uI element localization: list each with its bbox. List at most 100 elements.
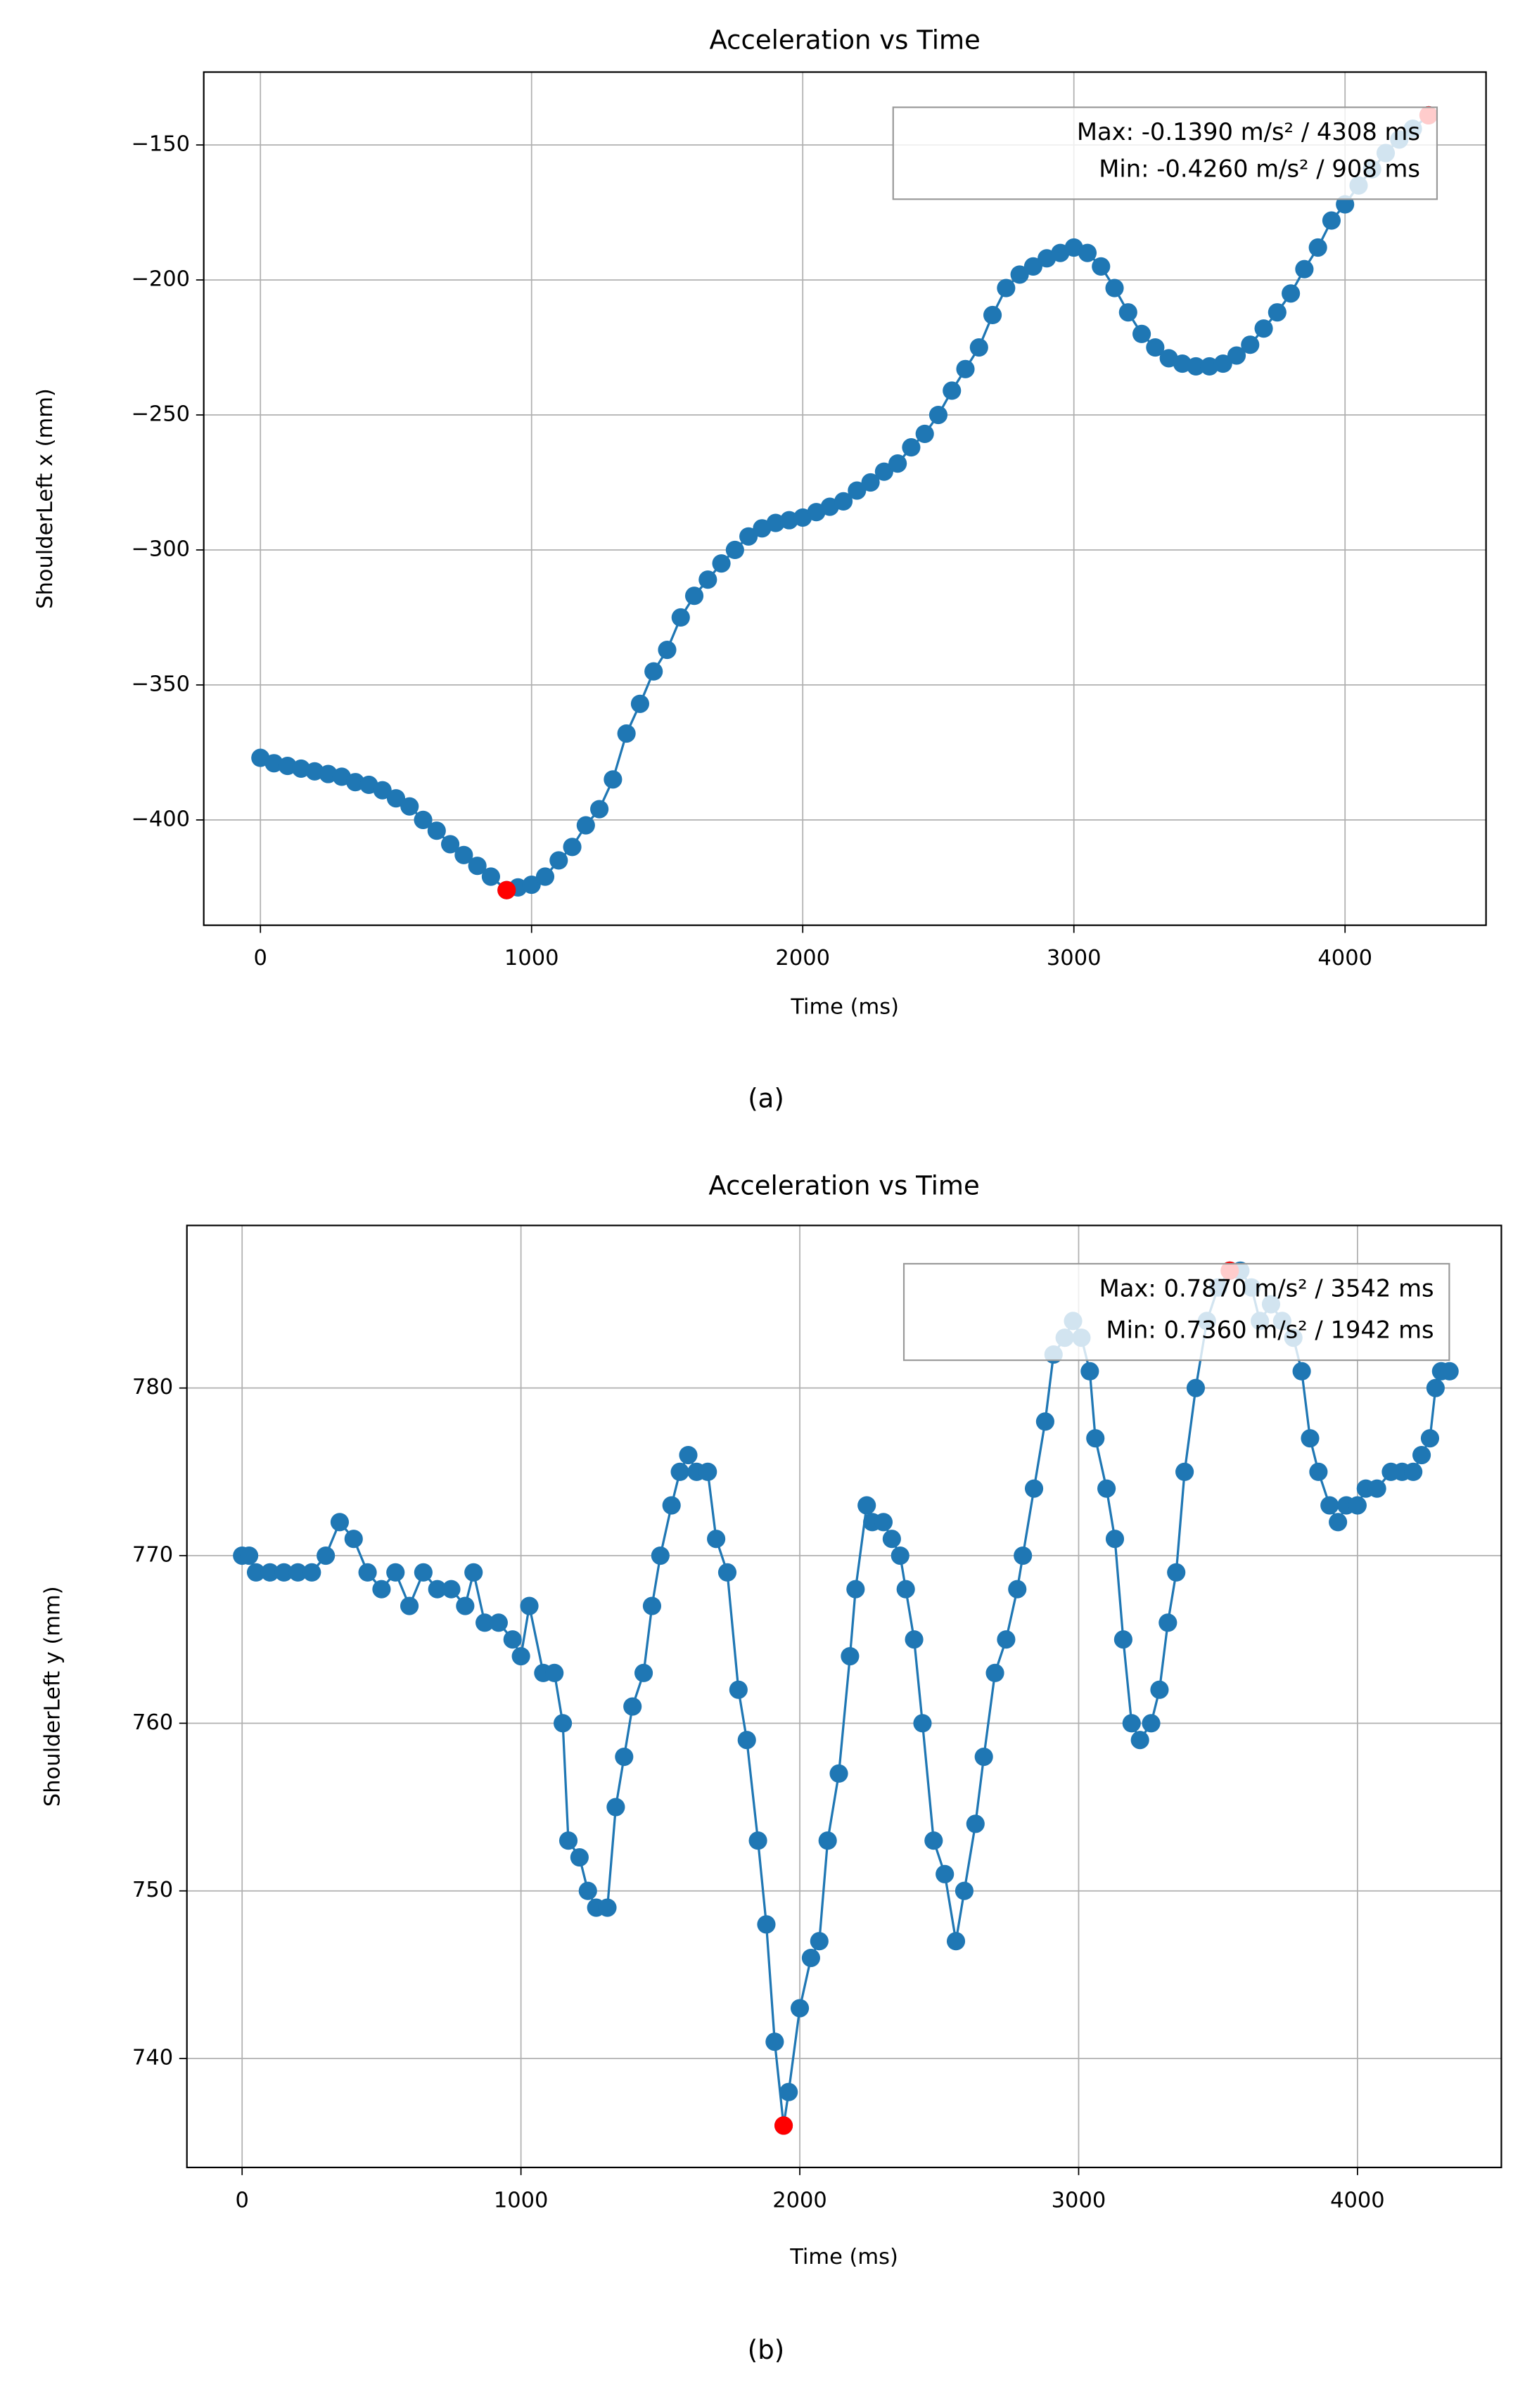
data-point xyxy=(1295,260,1314,278)
data-point xyxy=(1241,335,1260,354)
data-point xyxy=(874,462,893,481)
data-point xyxy=(896,1580,915,1599)
data-point xyxy=(739,527,758,546)
data-point xyxy=(983,305,1002,325)
data-point xyxy=(1308,238,1327,257)
y-tick-label: −150 xyxy=(131,132,190,157)
data-point xyxy=(535,867,555,886)
data-point xyxy=(604,770,623,789)
data-point xyxy=(442,1580,461,1599)
data-point xyxy=(717,1563,737,1582)
data-point xyxy=(576,816,595,835)
annotation-text: Max: 0.7870 m/s² / 3542 ms xyxy=(1099,1274,1434,1302)
chart-title: Acceleration vs Time xyxy=(710,25,981,55)
y-tick-label: 770 xyxy=(132,1543,173,1568)
data-point xyxy=(386,789,406,808)
data-point xyxy=(729,1680,748,1699)
x-tick-label: 1000 xyxy=(504,946,559,971)
data-point xyxy=(985,1663,1004,1682)
x-axis-label: Time (ms) xyxy=(790,995,899,1020)
data-point xyxy=(1122,1714,1141,1733)
data-point xyxy=(679,1445,698,1465)
data-point xyxy=(684,587,704,606)
data-point xyxy=(1322,211,1341,230)
data-point xyxy=(943,381,962,400)
data-point xyxy=(302,1563,321,1582)
annotation-text: Min: 0.7360 m/s² / 1942 ms xyxy=(1106,1316,1434,1343)
data-point xyxy=(1097,1479,1116,1498)
data-point xyxy=(428,1580,447,1599)
data-point xyxy=(1213,354,1232,373)
chart-title: Acceleration vs Time xyxy=(708,1171,979,1201)
data-point xyxy=(1086,1429,1105,1448)
data-point xyxy=(698,1462,717,1481)
data-point xyxy=(671,608,690,627)
data-point xyxy=(658,640,677,660)
data-point xyxy=(915,424,934,443)
data-point xyxy=(520,1596,539,1615)
data-point xyxy=(928,405,948,425)
data-point xyxy=(956,359,975,378)
data-point xyxy=(857,1496,876,1515)
data-point xyxy=(606,1798,625,1817)
data-point xyxy=(1187,357,1206,376)
data-point xyxy=(1186,1378,1206,1397)
data-point xyxy=(400,1596,419,1615)
data-point xyxy=(651,1546,670,1565)
data-point xyxy=(670,1462,689,1481)
x-tick-label: 1000 xyxy=(494,2188,549,2212)
data-point xyxy=(642,1596,662,1615)
caption: (b) xyxy=(748,2335,784,2365)
y-tick-label: 780 xyxy=(132,1375,173,1400)
data-point xyxy=(1113,1630,1132,1649)
data-point xyxy=(891,1546,909,1565)
x-tick-label: 0 xyxy=(254,946,267,971)
data-point xyxy=(1142,1714,1161,1733)
data-point xyxy=(1404,1462,1423,1481)
data-point xyxy=(765,2032,784,2051)
data-point xyxy=(801,1948,820,1968)
data-point xyxy=(966,1814,985,1833)
data-point xyxy=(400,797,419,816)
x-tick-label: 3000 xyxy=(1052,2188,1106,2212)
data-point xyxy=(1301,1429,1320,1448)
data-point xyxy=(888,454,907,473)
y-tick-label: −350 xyxy=(131,672,190,696)
y-axis-label: ShoulderLeft y (mm) xyxy=(41,1586,65,1807)
data-point xyxy=(1146,338,1165,357)
data-point xyxy=(617,724,636,743)
data-point xyxy=(558,1831,578,1850)
data-point xyxy=(468,857,487,876)
data-point xyxy=(1158,1613,1177,1632)
data-point xyxy=(522,875,541,895)
x-tick-label: 2000 xyxy=(772,2188,827,2212)
chart: Acceleration vs Time 0 1000 2000 3000 4000 −40… xyxy=(33,25,1487,1113)
data-point xyxy=(848,481,867,500)
data-point xyxy=(757,1915,776,1934)
data-point xyxy=(1105,1530,1125,1549)
data-point xyxy=(441,835,460,854)
y-tick-label: 750 xyxy=(132,1878,173,1902)
data-point xyxy=(414,810,433,829)
data-point xyxy=(590,800,609,819)
data-point xyxy=(1014,1546,1033,1565)
data-point xyxy=(240,1546,259,1565)
y-tick-label: −200 xyxy=(131,267,190,292)
data-point xyxy=(1440,1362,1459,1381)
data-point xyxy=(563,838,582,857)
data-point xyxy=(634,1663,653,1682)
data-point xyxy=(1426,1378,1445,1397)
data-point xyxy=(615,1747,634,1767)
data-point xyxy=(260,1563,279,1582)
data-point xyxy=(662,1496,681,1515)
data-point xyxy=(946,1932,966,1951)
data-point xyxy=(905,1630,924,1649)
data-point xyxy=(386,1563,405,1582)
data-point xyxy=(779,2082,798,2101)
annotation-box xyxy=(892,106,1438,200)
data-point xyxy=(372,1580,391,1599)
data-point xyxy=(1292,1362,1311,1381)
data-point xyxy=(1105,278,1124,297)
data-point xyxy=(1167,1563,1186,1582)
